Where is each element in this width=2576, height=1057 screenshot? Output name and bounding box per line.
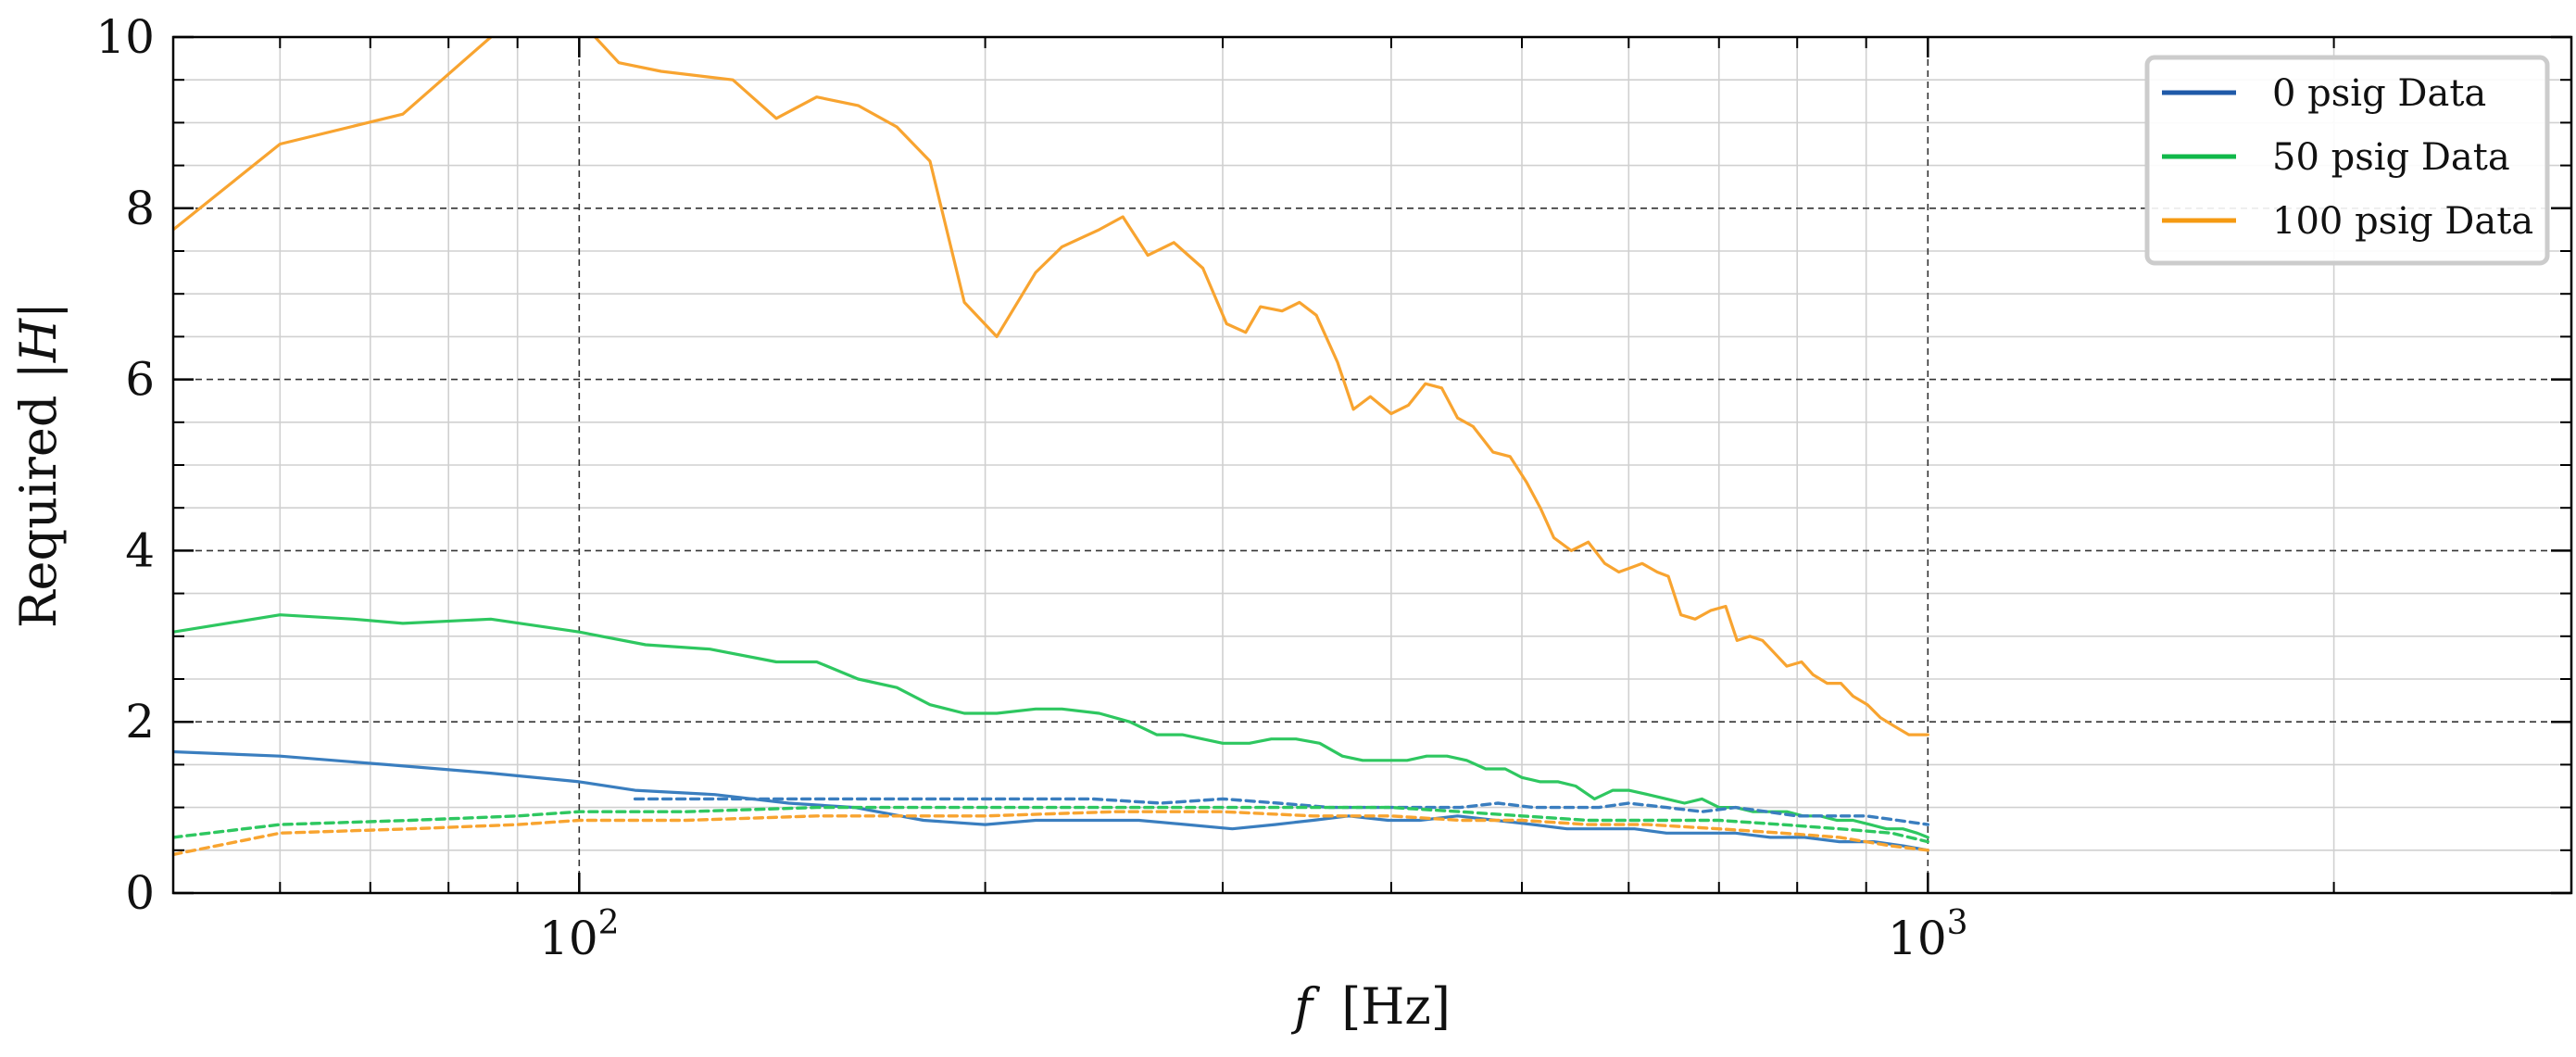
legend-label: 0 psig Data <box>2272 72 2486 115</box>
y-axis-text: Required <box>9 379 68 628</box>
axis-ticks <box>172 35 2572 895</box>
legend: 0 psig Data 50 psig Data 100 psig Data <box>2144 55 2550 266</box>
y-tick-label: 0 <box>125 866 155 920</box>
x-tick-label: 103 <box>1888 904 1968 965</box>
series-line-0-psig-solid <box>173 749 1929 852</box>
x-tick-label-exponent: 3 <box>1947 904 1968 942</box>
y-tick-label: 6 <box>125 353 155 407</box>
y-axis-title: Required |H| <box>9 302 68 628</box>
y-tick-label: 2 <box>125 695 155 749</box>
x-tick-label-base: 10 <box>539 912 598 965</box>
y-tick-label: 4 <box>125 523 155 577</box>
major-grid <box>173 37 2571 893</box>
series-line-100-psig-solid <box>173 37 1929 736</box>
x-tick-label-base: 10 <box>1888 912 1947 965</box>
x-tick-label-exponent: 2 <box>598 904 620 942</box>
y-tick-label: 10 <box>95 10 155 64</box>
x-axis-symbol: f <box>1290 977 1320 1036</box>
legend-label: 50 psig Data <box>2272 136 2510 179</box>
series-line-0-psig-dashed <box>633 797 1930 826</box>
y-tick-label: 8 <box>125 182 155 235</box>
series-line-100-psig-dashed <box>173 810 1930 857</box>
y-axis-symbol: |H| <box>9 302 68 379</box>
series-line-50-psig-solid <box>173 613 1929 839</box>
series-lines <box>173 37 1930 857</box>
x-tick-label: 102 <box>539 904 620 965</box>
series-line-50-psig-dashed <box>173 805 1930 844</box>
legend-box <box>2144 55 2550 266</box>
legend-label: 100 psig Data <box>2272 200 2533 243</box>
x-axis-title: f [Hz] <box>1290 977 1451 1036</box>
x-axis-unit: [Hz] <box>1341 977 1451 1036</box>
